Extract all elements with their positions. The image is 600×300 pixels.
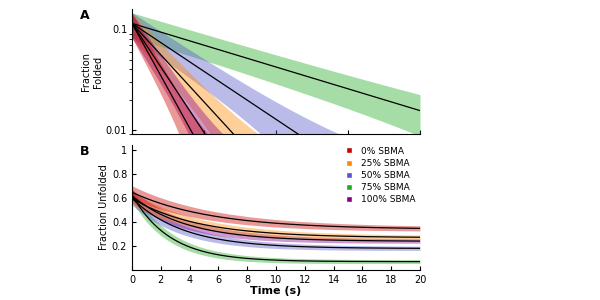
Text: A: A xyxy=(80,9,90,22)
Text: B: B xyxy=(80,145,89,158)
Legend: 0% SBMA, 25% SBMA, 50% SBMA, 75% SBMA, 100% SBMA: 0% SBMA, 25% SBMA, 50% SBMA, 75% SBMA, 1… xyxy=(340,146,415,204)
Y-axis label: Fraction Unfolded: Fraction Unfolded xyxy=(99,164,109,250)
Text: Time (s): Time (s) xyxy=(250,286,302,296)
Y-axis label: Fraction
Folded: Fraction Folded xyxy=(82,52,103,91)
